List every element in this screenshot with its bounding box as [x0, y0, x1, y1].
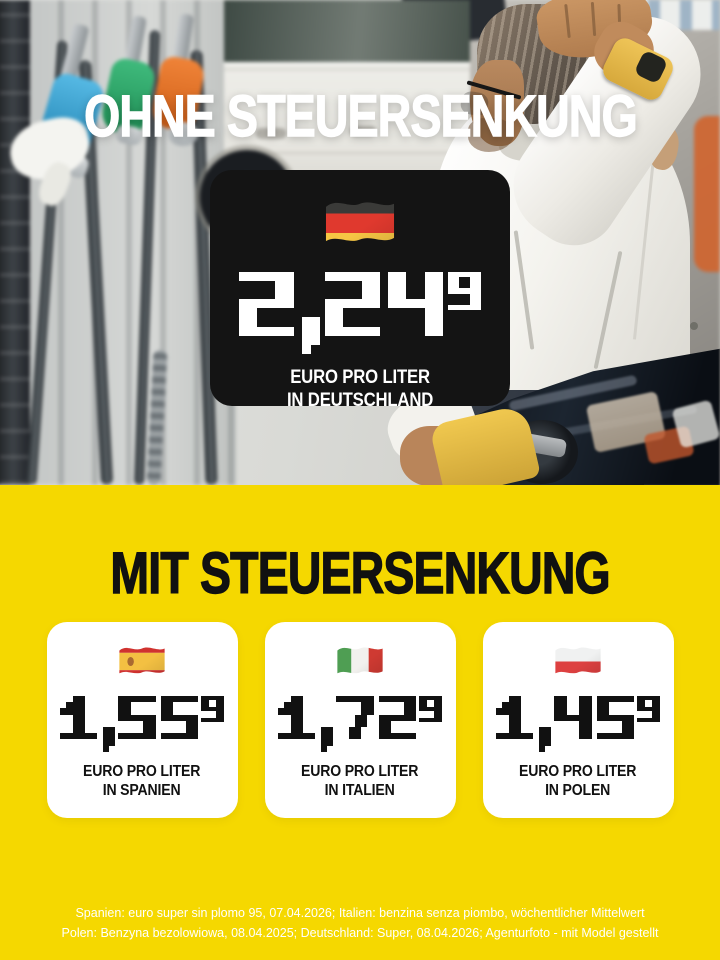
pump-pole	[0, 0, 30, 485]
country-cards-row: EURO PRO LITER IN SPANIEN EURO PRO LITER…	[0, 622, 720, 818]
price-label-poland: EURO PRO LITER IN POLEN	[511, 762, 644, 801]
germany-flag-icon	[321, 194, 399, 258]
poland-flag-icon	[552, 642, 604, 686]
footnote-line1: Spanien: euro super sin plomo 95, 07.04.…	[75, 906, 645, 920]
price-card-germany: EURO PRO LITER IN DEUTSCHLAND	[210, 170, 510, 411]
price-label-germany: EURO PRO LITER IN DEUTSCHLAND	[277, 366, 443, 412]
price-label-line2: IN DEUTSCHLAND	[286, 390, 434, 412]
pump-pole-ridges	[0, 0, 30, 485]
beard-shadow	[468, 118, 514, 152]
source-footnotes: Spanien: euro super sin plomo 95, 07.04.…	[0, 903, 720, 944]
price-label-line2: IN SPANIEN	[103, 782, 181, 800]
price-value-poland	[496, 696, 660, 752]
price-card-spain: EURO PRO LITER IN SPANIEN	[46, 622, 238, 818]
white-car-window	[224, 0, 470, 62]
orange-pump-blob	[694, 116, 720, 272]
price-label-line1: EURO PRO LITER	[290, 367, 430, 389]
footnote-line2: Polen: Benzyna bezolowiowa, 08.04.2025; …	[61, 926, 659, 941]
car-door-handle	[350, 126, 376, 135]
car-crease-line	[224, 152, 470, 154]
headline-ohne-steuersenkung: OHNE STEUERSENKUNG	[83, 84, 638, 149]
price-label-spain: EURO PRO LITER IN SPANIEN	[75, 762, 208, 801]
top-headline-row: OHNE STEUERSENKUNG	[0, 84, 720, 149]
price-card-poland: EURO PRO LITER IN POLEN	[482, 622, 674, 818]
price-label-line1: EURO PRO LITER	[519, 762, 637, 780]
italy-flag-icon	[334, 642, 386, 686]
price-label-line2: IN POLEN	[545, 782, 611, 800]
headline-mit-steuersenkung: MIT STEUERSENKUNG	[110, 541, 611, 606]
shirt-button	[690, 322, 698, 330]
price-value-italy	[278, 696, 442, 752]
price-label-line2: IN ITALIEN	[325, 782, 395, 800]
price-value-spain	[60, 696, 224, 752]
nozzle-collar	[168, 122, 198, 146]
price-label-line1: EURO PRO LITER	[83, 762, 201, 780]
price-value-germany	[238, 271, 482, 355]
price-card-italy: EURO PRO LITER IN ITALIEN	[264, 622, 456, 818]
price-label-italy: EURO PRO LITER IN ITALIEN	[293, 762, 426, 801]
white-car-sill	[224, 62, 470, 71]
spain-flag-icon	[116, 642, 168, 686]
bottom-headline-row: MIT STEUERSENKUNG	[0, 541, 720, 606]
car-door-handle	[256, 128, 286, 138]
price-label-line1: EURO PRO LITER	[301, 762, 419, 780]
